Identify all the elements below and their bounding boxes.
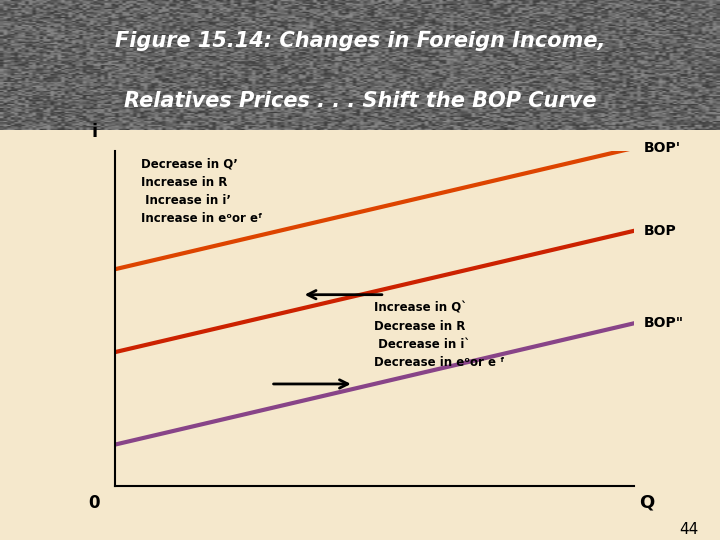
Text: Increase in Qˋ
Decrease in R
 Decrease in iˋ
Decrease in eᵒor e ᶠ: Increase in Qˋ Decrease in R Decrease in…: [374, 302, 505, 369]
Text: BOP: BOP: [644, 224, 677, 238]
Text: 0: 0: [89, 494, 100, 512]
Text: Relatives Prices . . . Shift the BOP Curve: Relatives Prices . . . Shift the BOP Cur…: [124, 91, 596, 111]
Text: i: i: [91, 123, 97, 141]
Text: Decrease in Qʼ
Increase in R
 Increase in iʼ
Increase in eᵒor eᶠ: Decrease in Qʼ Increase in R Increase in…: [141, 158, 263, 225]
Text: BOP': BOP': [644, 141, 681, 155]
Text: Figure 15.14: Changes in Foreign Income,: Figure 15.14: Changes in Foreign Income,: [114, 31, 606, 51]
Text: BOP": BOP": [644, 316, 684, 330]
Text: 44: 44: [679, 522, 698, 537]
Text: Q: Q: [639, 494, 654, 512]
